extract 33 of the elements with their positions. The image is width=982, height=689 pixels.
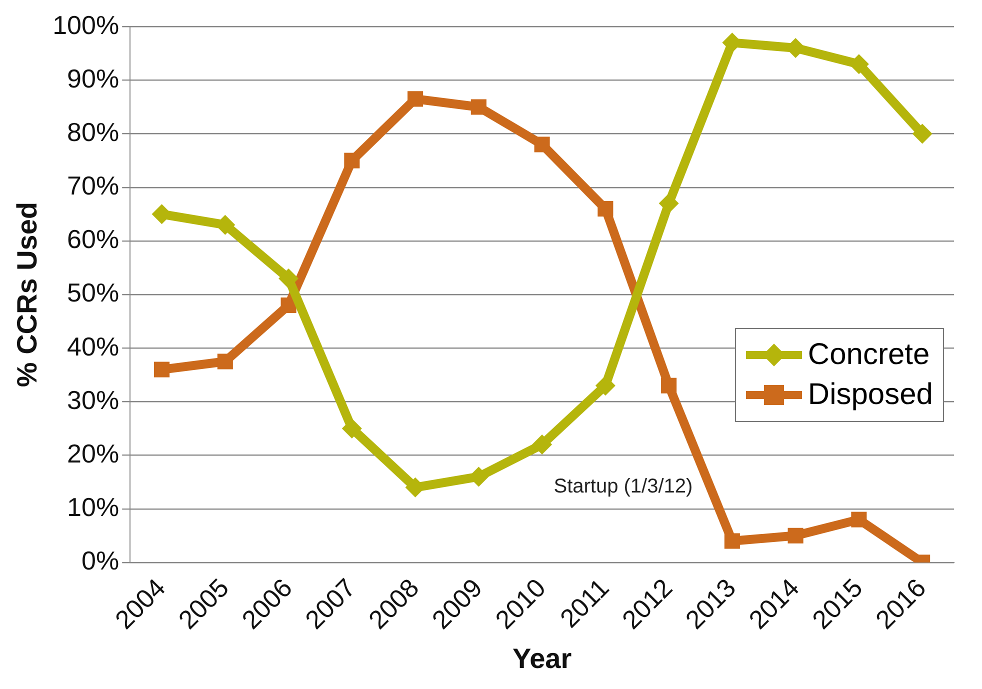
y-axis-title: % CCRs Used [12,202,43,388]
point [724,533,740,549]
y-tick-label: 90% [67,63,120,94]
point [658,193,679,214]
y-tick-label: 40% [67,331,120,362]
point [408,91,424,107]
point [661,378,677,394]
y-tick-label: 70% [67,170,120,201]
point [154,362,170,378]
y-tick-label: 0% [82,546,120,576]
point [470,99,486,115]
point [278,268,299,288]
legend-label: Concrete [808,337,930,373]
point [217,354,233,370]
point [598,201,614,217]
y-tick-label: 80% [67,116,120,147]
y-tick-label: 10% [67,492,120,522]
legend-label: Disposed [808,377,933,413]
x-axis-title: Year [512,642,572,674]
y-tick-label: 50% [67,278,120,308]
point [851,512,867,528]
point [342,418,362,438]
y-tick-label: 30% [67,384,120,415]
point [595,376,616,396]
point [788,528,804,544]
y-tick-label: 20% [67,438,120,468]
point [534,136,550,152]
point [532,434,552,455]
point [912,124,932,144]
y-tick-label: 60% [67,224,120,254]
annotation: Startup (1/3/12) [554,475,693,498]
y-tick-label: 100% [52,10,120,40]
point [344,152,360,168]
